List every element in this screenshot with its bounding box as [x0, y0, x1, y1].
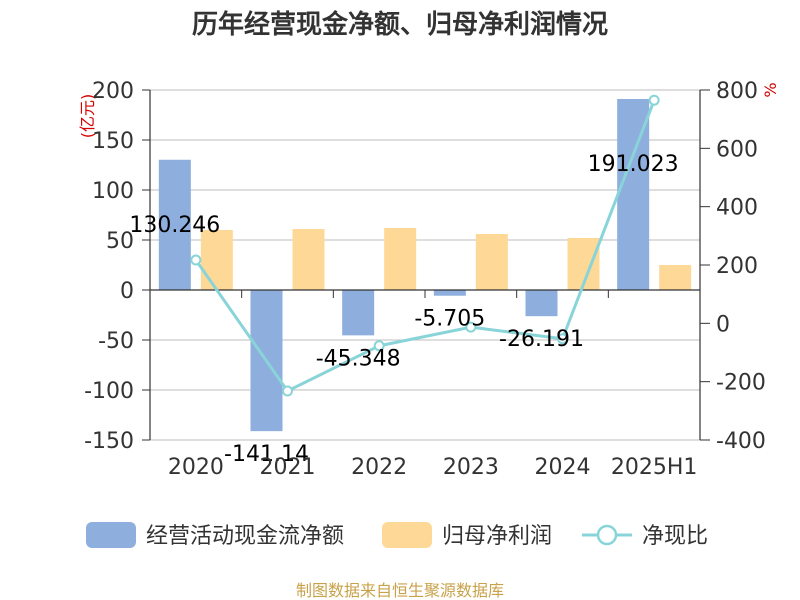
category-label: 2024: [535, 455, 591, 480]
bar-cashflow: [433, 290, 466, 296]
bar-cashflow: [525, 290, 558, 317]
right-tick-label: -400: [716, 429, 766, 454]
right-tick-label: 800: [716, 79, 758, 104]
cashflow-data-label: 191.023: [588, 152, 679, 177]
right-tick-label: 0: [716, 312, 730, 337]
source-note: 制图数据来自恒生聚源数据库: [296, 581, 504, 600]
axes: [142, 89, 710, 441]
legend-marker: [596, 524, 618, 546]
right-tick-label: -200: [716, 371, 766, 396]
legend-label: 归母净利润: [442, 524, 552, 549]
bar-net-profit: [475, 234, 508, 290]
legend-swatch: [382, 522, 432, 548]
legend-label: 经营活动现金流净额: [146, 524, 344, 549]
ratio-point: [557, 333, 568, 345]
legend: 经营活动现金流净额 归母净利润 净现比: [86, 522, 708, 549]
category-label: 2020: [168, 455, 224, 480]
ratio-line: [190, 94, 660, 397]
left-axis-unit: (亿元): [78, 94, 97, 139]
cashflow-data-label: -5.705: [414, 307, 485, 332]
legend-swatch: [86, 522, 136, 548]
left-tick-label: 100: [92, 179, 134, 204]
legend-label: 净现比: [642, 524, 708, 549]
cashflow-data-label: -26.191: [499, 327, 584, 352]
left-tick-label: 150: [92, 129, 134, 154]
bar-net-profit: [292, 229, 325, 290]
bar-net-profit: [200, 230, 233, 290]
cashflow-data-label: 130.246: [129, 213, 220, 238]
ratio-point: [648, 94, 660, 106]
left-tick-label: -150: [84, 429, 134, 454]
right-tick-label: 200: [716, 254, 758, 279]
ratio-point: [373, 340, 385, 352]
ratio-point: [465, 321, 477, 333]
bar-net-profit: [384, 228, 417, 290]
bar-net-profit: [659, 265, 692, 290]
category-label: 2025H1: [611, 455, 698, 480]
ratio-point: [282, 385, 293, 397]
right-axis-unit: %: [761, 82, 780, 97]
category-label: 2023: [443, 455, 499, 480]
category-label: 2022: [351, 455, 407, 480]
right-tick-label: 400: [716, 196, 758, 221]
cashflow-data-label: -45.348: [316, 346, 401, 371]
right-tick-label: 600: [716, 137, 758, 162]
category-label: 2021: [260, 455, 316, 480]
left-tick-label: -100: [84, 379, 134, 404]
left-tick-label: 0: [120, 279, 134, 304]
bar-cashflow: [158, 159, 191, 290]
left-tick-label: 200: [92, 79, 134, 104]
bars: [158, 98, 692, 432]
left-tick-label: 50: [106, 229, 134, 254]
chart-title: 历年经营现金净额、归母净利润情况: [192, 9, 608, 40]
cashflow-data-label: -141.14: [224, 442, 309, 467]
bar-cashflow: [342, 290, 375, 336]
ratio-line-path: [194, 99, 656, 393]
data-labels: 130.246 -141.14 -45.348 -5.705 -26.191 191.02…: [129, 152, 678, 467]
left-tick-label: -50: [98, 329, 134, 354]
ratio-point: [190, 254, 202, 266]
tick-labels: 200 150 100 50 0 -50 -100 -150 800 600 400 200 0 -200…: [84, 79, 766, 480]
